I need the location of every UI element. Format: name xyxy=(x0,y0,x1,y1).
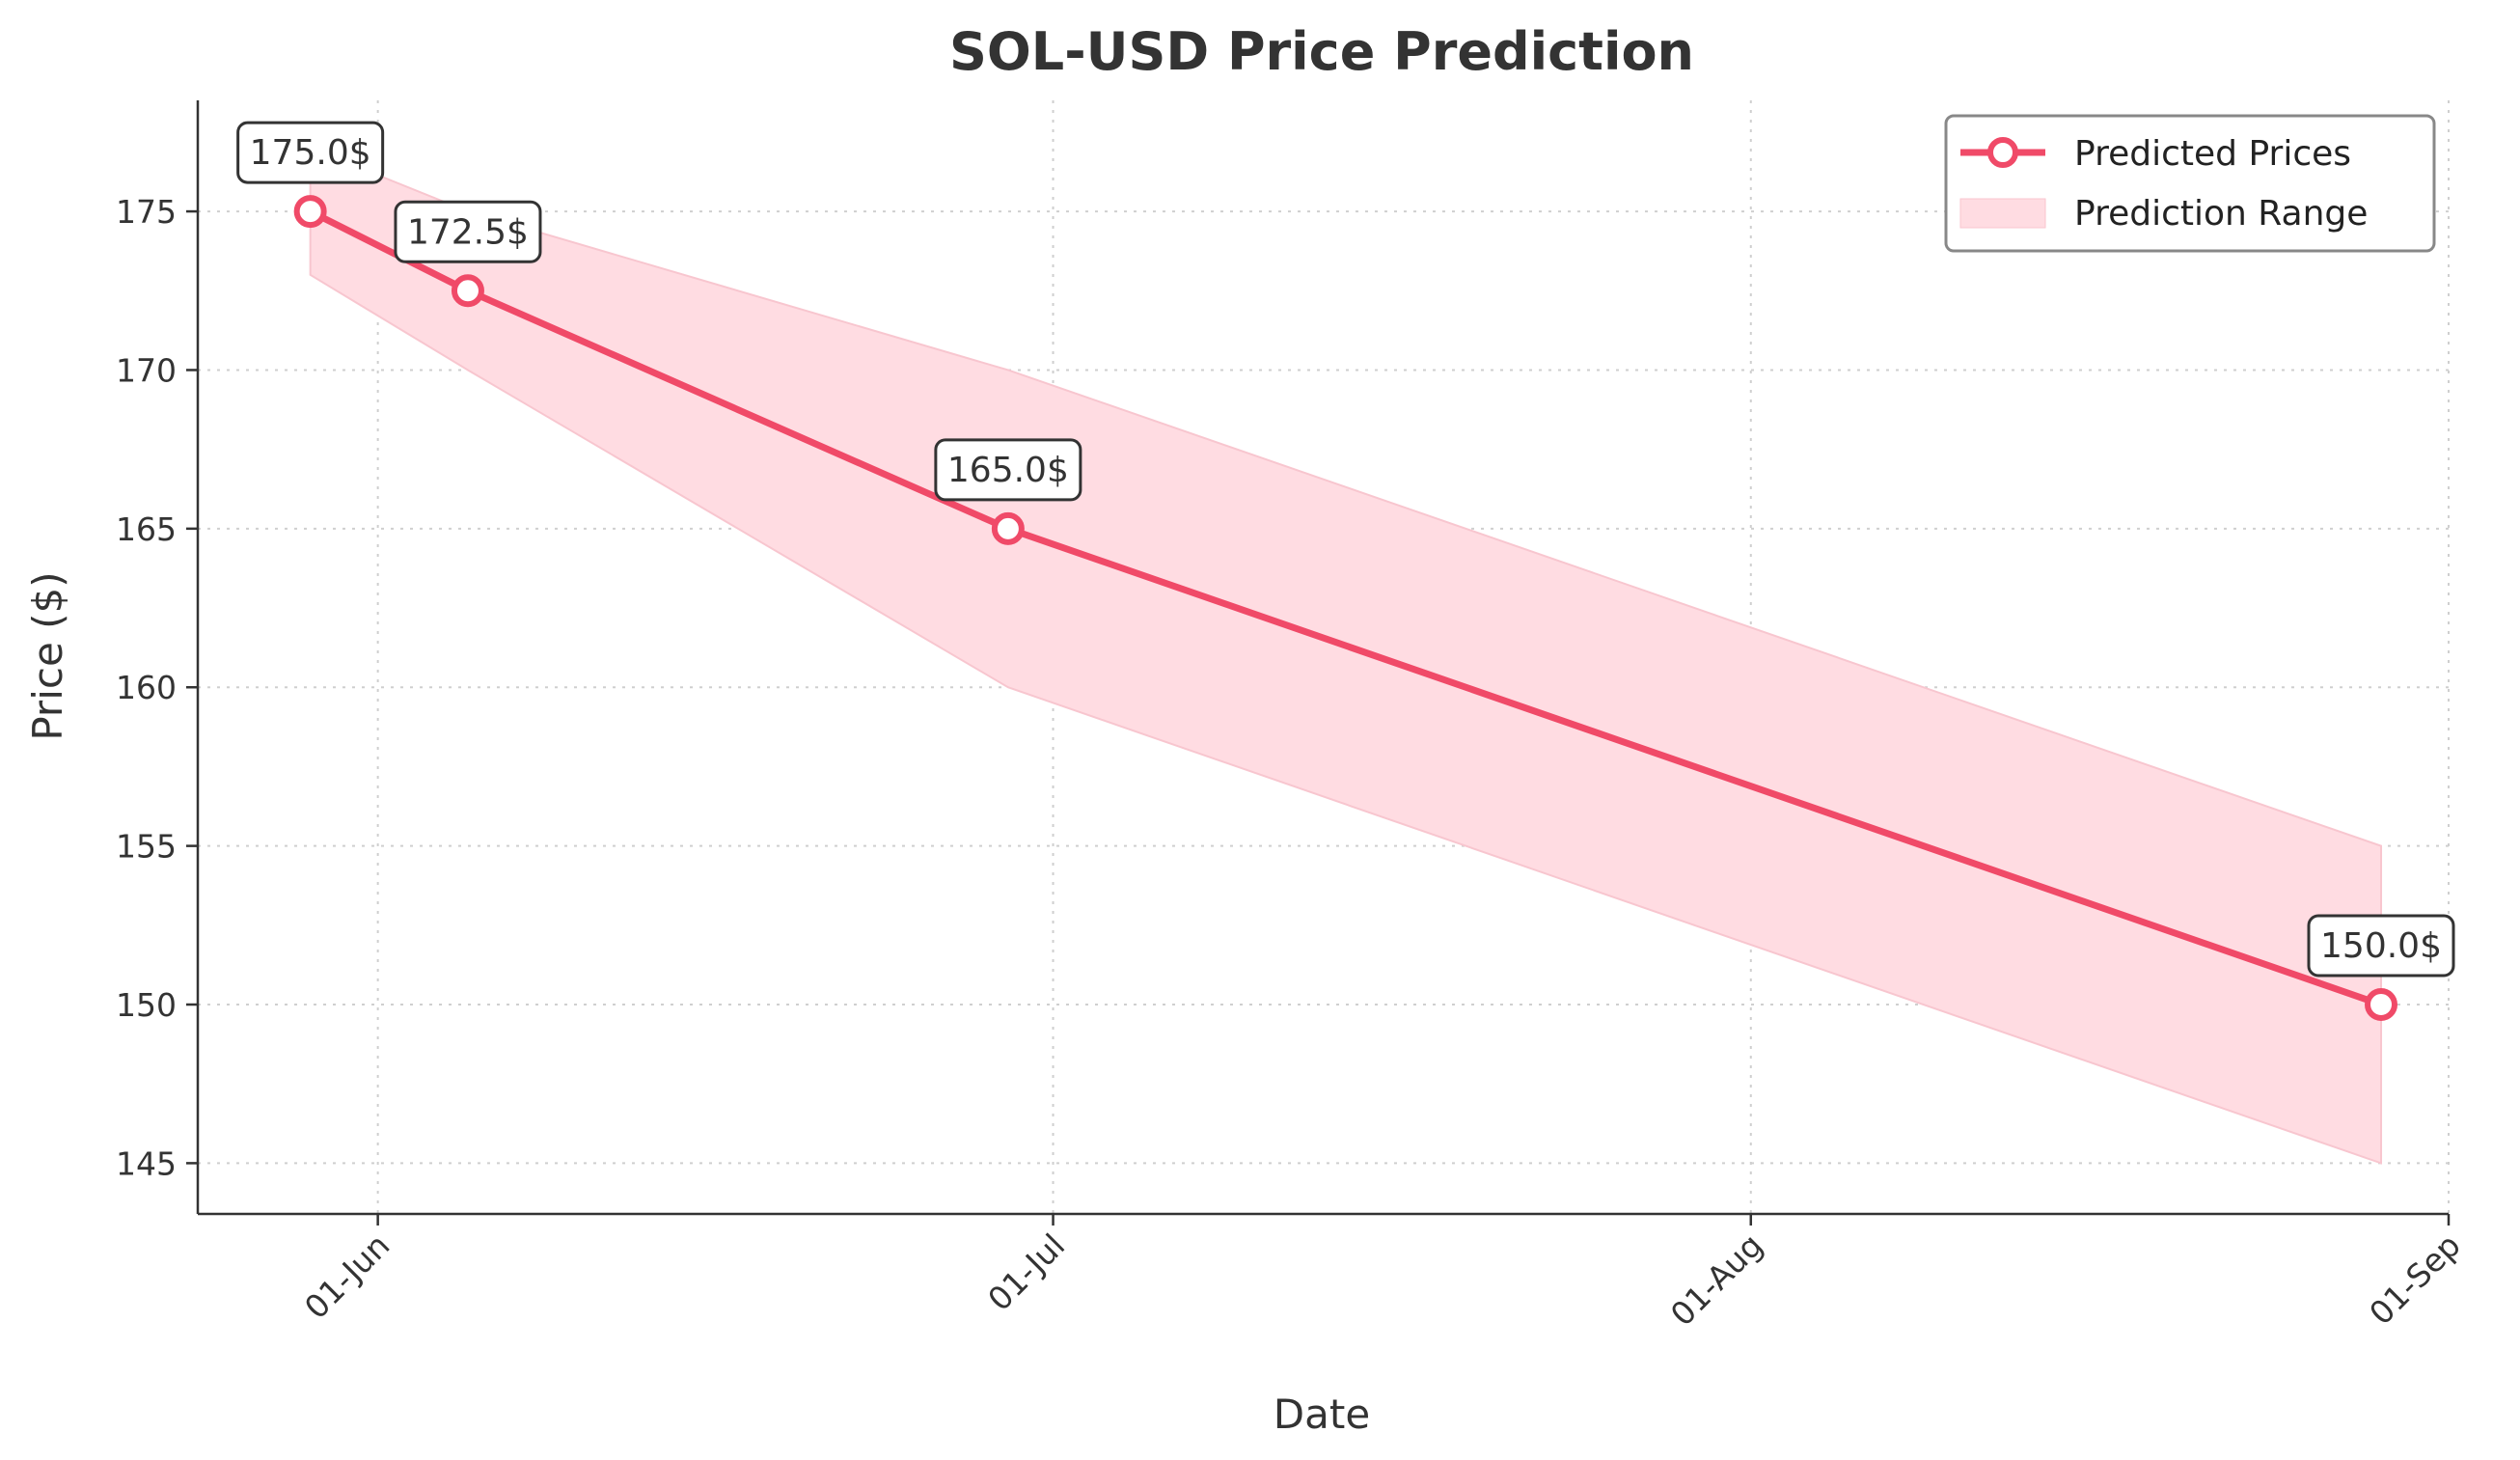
data-labels-layer: 175.0$ 172.5$ 165.0$ 150.0$ xyxy=(236,121,2455,978)
predicted-prices-layer xyxy=(293,195,2398,1022)
data-label-box xyxy=(236,121,385,184)
data-point-marker xyxy=(293,195,327,229)
x-axis-title: Date xyxy=(1274,1391,1370,1438)
y-tick-label: 160 xyxy=(116,669,177,706)
predicted-prices-line xyxy=(309,207,2383,1008)
prediction-range-area xyxy=(309,146,2383,1165)
legend-label-predicted: Predicted Prices xyxy=(2074,134,2351,174)
data-label: 165.0$ xyxy=(947,451,1069,490)
data-label-box xyxy=(2307,914,2455,978)
y-tick-label: 155 xyxy=(116,828,177,866)
data-label: 172.5$ xyxy=(407,212,529,252)
legend-label-range: Prediction Range xyxy=(2074,194,2368,234)
y-tick-label: 145 xyxy=(116,1144,177,1182)
y-tick-label: 170 xyxy=(116,351,177,389)
x-tick-label: 01-Jun xyxy=(297,1226,397,1326)
y-tick-label: 150 xyxy=(116,986,177,1024)
x-tick-label: 01-Aug xyxy=(1663,1226,1770,1334)
y-axis-title: Price ($) xyxy=(24,571,71,740)
legend-marker-swatch xyxy=(1987,137,2018,168)
data-point-marker xyxy=(451,274,484,308)
data-label-box xyxy=(394,200,542,263)
legend: Predicted Prices Prediction Range xyxy=(1944,114,2436,253)
x-tick-label: 01-Sep xyxy=(2362,1226,2468,1333)
data-point-marker xyxy=(991,511,1025,545)
x-tick-label: 01-Jul xyxy=(980,1226,1072,1318)
data-label: 175.0$ xyxy=(250,133,371,173)
legend-band-swatch xyxy=(1959,198,2046,229)
chart-title: SOL-USD Price Prediction xyxy=(949,21,1694,82)
data-label-box xyxy=(934,438,1082,502)
prediction-range-layer xyxy=(309,146,2383,1165)
data-point-marker xyxy=(2365,988,2398,1022)
data-label: 150.0$ xyxy=(2320,926,2442,966)
y-tick-label: 165 xyxy=(116,510,177,548)
y-tick-label: 175 xyxy=(116,193,177,231)
legend-frame xyxy=(1944,114,2436,253)
